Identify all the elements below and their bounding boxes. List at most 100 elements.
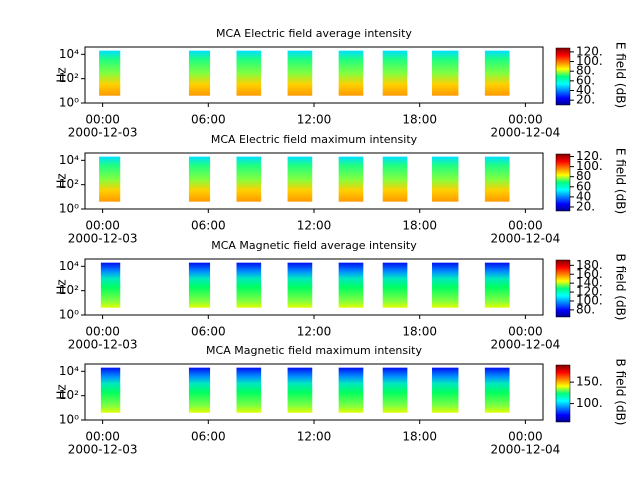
x-tick-label: 00:00 [508, 113, 543, 127]
colorbar-tick-label: 60. [576, 73, 595, 87]
x-tick-label: 12:00 [297, 113, 332, 127]
date-label: 2000-12-03 [68, 338, 138, 352]
colorbar-tick-label: 160. [576, 267, 603, 281]
axes-frame [84, 363, 544, 421]
y-tick-label: 10⁴ [59, 153, 79, 167]
colorbar [555, 259, 571, 318]
y-tick-label: 10² [59, 283, 79, 297]
colorbar-tick-label: 80. [576, 302, 595, 316]
colorbar-tick-label: 80 [576, 169, 591, 183]
panel-title: MCA Magnetic field maximum intensity [206, 344, 422, 357]
colorbar-label: B field (dB) [614, 359, 628, 426]
x-tick-label: 00:00 [85, 430, 120, 444]
colorbar-tick-label: 100. [576, 396, 603, 410]
colorbar-tick-label: 20. [576, 199, 595, 213]
spectrogram-block [100, 367, 121, 413]
spectrogram-block [188, 262, 211, 308]
colorbar-tick-label: 80. [576, 64, 595, 78]
y-tick-label: 10⁴ [59, 364, 79, 378]
date-label: 2000-12-04 [491, 443, 561, 457]
panel-title: MCA Electric field average intensity [216, 27, 412, 40]
spectrogram-block [99, 156, 121, 202]
spectrogram-block [338, 262, 364, 308]
colorbar [555, 153, 571, 212]
y-tick-label: 10⁴ [59, 259, 79, 273]
spectrogram-block [484, 50, 510, 96]
date-label: 2000-12-03 [68, 232, 138, 246]
colorbar [555, 364, 571, 423]
spectrogram-block [236, 262, 262, 308]
colorbar-tick-label: 120. [576, 149, 603, 163]
x-tick-label: 00:00 [508, 430, 543, 444]
y-tick-label: 10⁴ [59, 47, 79, 61]
colorbar-tick-label: 100. [576, 54, 603, 68]
spectrogram-block [287, 262, 313, 308]
y-tick-label: 10⁰ [59, 96, 79, 110]
spectrogram-block [432, 367, 459, 413]
spectrogram-block [382, 156, 408, 202]
y-tick-label: 10⁰ [59, 308, 79, 322]
colorbar [555, 47, 571, 106]
x-tick-label: 18:00 [402, 219, 437, 233]
axes-frame [84, 46, 544, 104]
spectrogram-block [287, 50, 313, 96]
spectrogram-block [432, 50, 459, 96]
y-tick-label: 10² [59, 177, 79, 191]
x-tick-label: 00:00 [85, 113, 120, 127]
spectrogram-block [382, 50, 408, 96]
x-tick-label: 12:00 [297, 325, 332, 339]
y-axis-label: Hz [55, 67, 69, 82]
colorbar-label: E field (dB) [614, 148, 628, 214]
spectrogram-block [287, 156, 313, 202]
axes-frame [84, 152, 544, 210]
spectrogram-block [188, 50, 211, 96]
x-tick-label: 00:00 [508, 219, 543, 233]
y-tick-label: 10⁰ [59, 202, 79, 216]
y-axis-label: Hz [55, 173, 69, 188]
spectrogram-block [338, 156, 364, 202]
y-axis-label: Hz [55, 384, 69, 399]
colorbar-tick-label: 150. [576, 375, 603, 389]
x-tick-label: 06:00 [191, 113, 226, 127]
panel-title: MCA Magnetic field average intensity [211, 239, 417, 252]
date-label: 2000-12-04 [491, 232, 561, 246]
colorbar-tick-label: 60 [576, 179, 591, 193]
spectrogram-block [338, 367, 364, 413]
spectrogram-block [382, 262, 408, 308]
spectrogram-block [287, 367, 313, 413]
x-tick-label: 12:00 [297, 430, 332, 444]
spectrogram-block [188, 156, 211, 202]
x-tick-label: 06:00 [191, 219, 226, 233]
spectrogram-block [236, 367, 262, 413]
x-tick-label: 00:00 [508, 325, 543, 339]
date-label: 2000-12-03 [68, 126, 138, 140]
y-axis-label: Hz [55, 279, 69, 294]
colorbar-tick-label: 40 [576, 189, 591, 203]
colorbar-tick-label: 40. [576, 83, 595, 97]
x-tick-label: 00:00 [85, 325, 120, 339]
x-tick-label: 18:00 [402, 430, 437, 444]
x-tick-label: 18:00 [402, 113, 437, 127]
colorbar-tick-label: 120. [576, 44, 603, 58]
spectrogram-block [236, 156, 262, 202]
x-tick-label: 06:00 [191, 325, 226, 339]
spectrogram-block [99, 50, 121, 96]
x-tick-label: 06:00 [191, 430, 226, 444]
date-label: 2000-12-03 [68, 443, 138, 457]
colorbar-tick-label: 120. [576, 285, 603, 299]
date-label: 2000-12-04 [491, 126, 561, 140]
colorbar-tick-label: 20. [576, 93, 595, 107]
y-tick-label: 10² [59, 71, 79, 85]
spectrogram-block [484, 156, 510, 202]
colorbar-tick-label: 180. [576, 258, 603, 272]
colorbar-tick-label: 100. [576, 293, 603, 307]
date-label: 2000-12-04 [491, 338, 561, 352]
spectrogram-block [484, 262, 510, 308]
y-tick-label: 10⁰ [59, 413, 79, 427]
x-tick-label: 18:00 [402, 325, 437, 339]
spectrogram-block [100, 262, 121, 308]
x-tick-label: 12:00 [297, 219, 332, 233]
spectrogram-block [338, 50, 364, 96]
axes-frame [84, 258, 544, 316]
